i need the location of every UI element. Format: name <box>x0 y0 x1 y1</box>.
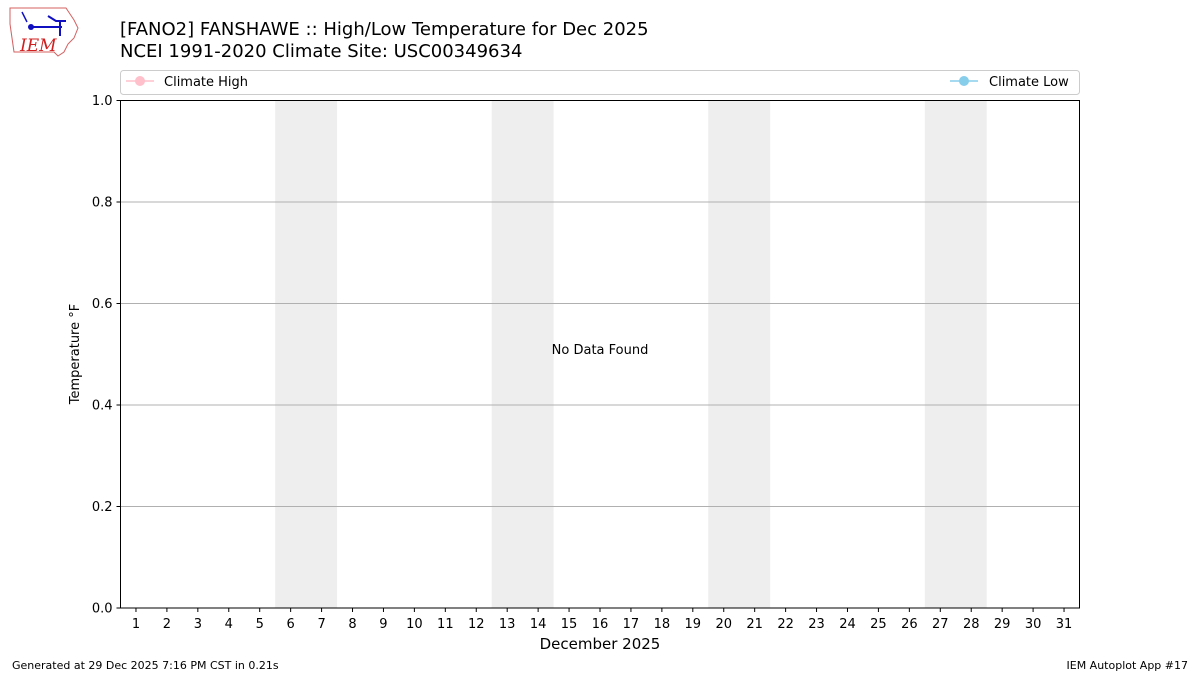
weekend-shading <box>924 100 987 608</box>
x-tick-label: 11 <box>437 617 454 632</box>
x-tick-label: 12 <box>468 617 485 632</box>
x-tick-label: 26 <box>901 617 918 632</box>
weekend-shading <box>275 100 338 608</box>
x-tick-label: 13 <box>499 617 516 632</box>
x-tick-label: 19 <box>685 617 702 632</box>
x-tick-label: 31 <box>1056 617 1073 632</box>
y-tick-label: 0.6 <box>92 297 113 312</box>
generated-footer: Generated at 29 Dec 2025 7:16 PM CST in … <box>12 659 279 672</box>
x-tick-label: 25 <box>870 617 887 632</box>
legend-label-climate-low: Climate Low <box>989 75 1069 90</box>
chart-title: [FANO2] FANSHAWE :: High/Low Temperature… <box>120 19 649 40</box>
x-tick-label: 18 <box>654 617 671 632</box>
x-tick-label: 1 <box>132 617 140 632</box>
weekend-shading <box>708 100 771 608</box>
x-tick-label: 6 <box>287 617 295 632</box>
y-tick-label: 0.4 <box>92 399 113 414</box>
x-tick-label: 15 <box>561 617 578 632</box>
x-tick-label: 8 <box>348 617 356 632</box>
x-tick-label: 3 <box>194 617 202 632</box>
x-tick-label: 7 <box>317 617 325 632</box>
x-tick-label: 20 <box>715 617 732 632</box>
x-tick-label: 14 <box>530 617 547 632</box>
x-tick-label: 21 <box>746 617 763 632</box>
legend-marker-climate-high-dot <box>135 76 145 86</box>
x-tick-label: 24 <box>839 617 856 632</box>
x-tick-label: 16 <box>592 617 609 632</box>
y-tick-label: 1.0 <box>92 94 113 109</box>
x-tick-label: 10 <box>406 617 423 632</box>
app-footer: IEM Autoplot App #17 <box>1066 659 1189 672</box>
legend: Climate High Climate Low <box>120 70 1080 95</box>
x-tick-label: 4 <box>225 617 233 632</box>
y-tick-label: 0.8 <box>92 196 113 211</box>
x-tick-label: 27 <box>932 617 949 632</box>
x-tick-label: 28 <box>963 617 980 632</box>
x-tick-label: 2 <box>163 617 171 632</box>
chart-subtitle: NCEI 1991-2020 Climate Site: USC00349634 <box>120 41 522 62</box>
y-axis-label: Temperature °F <box>68 304 83 405</box>
svg-text:IEM: IEM <box>19 36 57 56</box>
x-tick-label: 17 <box>623 617 640 632</box>
x-tick-label: 9 <box>379 617 387 632</box>
x-tick-label: 22 <box>777 617 794 632</box>
x-tick-label: 30 <box>1025 617 1042 632</box>
x-tick-label: 5 <box>256 617 264 632</box>
x-axis-label: December 2025 <box>540 635 661 653</box>
legend-marker-climate-low-dot <box>959 76 969 86</box>
y-tick-label: 0.0 <box>92 602 113 617</box>
x-tick-label: 29 <box>994 617 1011 632</box>
x-tick-label: 23 <box>808 617 825 632</box>
y-tick-label: 0.2 <box>92 500 113 515</box>
iem-logo: IEM <box>9 7 79 57</box>
no-data-annotation: No Data Found <box>552 343 649 358</box>
legend-label-climate-high: Climate High <box>164 75 248 90</box>
weekend-shading <box>491 100 554 608</box>
